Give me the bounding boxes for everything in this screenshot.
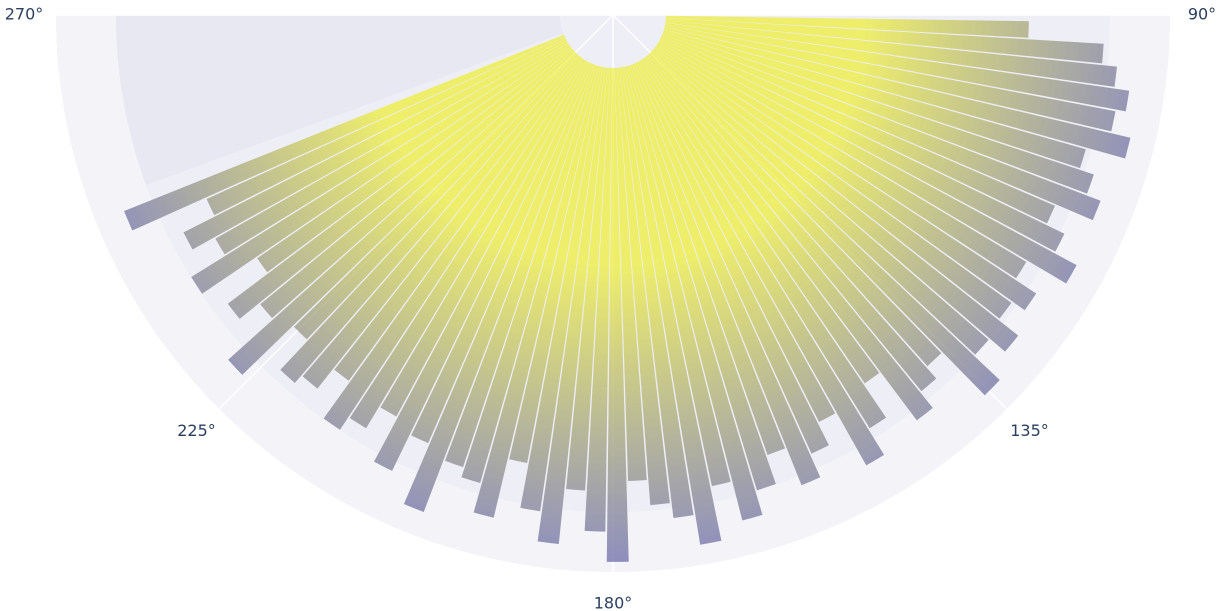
bar: [665, 18, 1104, 64]
bar: [658, 40, 1077, 284]
bar: [640, 58, 887, 429]
bar: [373, 61, 590, 471]
bar: [323, 58, 584, 430]
bar: [650, 51, 1000, 396]
bar: [520, 67, 606, 512]
bar: [509, 66, 604, 464]
bar: [584, 67, 613, 532]
bar: [606, 67, 629, 562]
bar: [664, 27, 1131, 159]
bar: [621, 66, 722, 545]
bar: [665, 22, 1130, 112]
bar: [657, 42, 1027, 279]
bar: [654, 46, 1012, 319]
bar: [302, 55, 581, 389]
bar: [651, 49, 989, 355]
bar: [411, 62, 592, 444]
bar: [659, 38, 1065, 252]
theta-tick-label: 180°: [594, 594, 633, 611]
bar: [630, 64, 786, 455]
bar: [636, 61, 836, 423]
bar: [227, 46, 572, 319]
bar: [648, 53, 942, 367]
bar: [537, 67, 608, 545]
bar: [642, 57, 880, 384]
bar: [644, 56, 933, 421]
bar: [656, 44, 1037, 311]
bar: [566, 67, 610, 491]
bar: [257, 44, 571, 273]
bar: [646, 54, 937, 392]
bar: [380, 60, 588, 417]
bar: [260, 48, 574, 319]
bar: [661, 33, 1101, 221]
bars: [124, 15, 1131, 562]
bar: [124, 34, 565, 231]
bar: [653, 47, 1019, 352]
bar: [461, 65, 599, 483]
bar: [662, 31, 1094, 194]
bar: [665, 15, 1029, 38]
bar: [445, 64, 597, 468]
bar: [614, 67, 647, 482]
bar: [664, 24, 1116, 132]
bar: [206, 36, 566, 216]
bar: [334, 56, 582, 381]
theta-tick-label: 90°: [1188, 5, 1216, 24]
bar: [280, 53, 579, 383]
theta-tick-label: 225°: [177, 421, 216, 440]
bar: [619, 67, 694, 518]
bar: [183, 38, 567, 250]
bar: [228, 50, 575, 375]
bar: [349, 59, 586, 429]
bar: [665, 20, 1117, 87]
bar: [473, 66, 601, 518]
bar: [626, 65, 763, 521]
bar: [660, 36, 1055, 224]
bar: [663, 29, 1086, 169]
bar: [293, 52, 577, 340]
bar: [628, 65, 776, 491]
labels: 270° 225° 180° 135° 90°: [5, 5, 1216, 611]
bar: [632, 63, 821, 486]
bar: [617, 67, 670, 506]
bar: [191, 42, 570, 294]
theta-tick-label: 135°: [1010, 421, 1049, 440]
theta-tick-label: 270°: [5, 5, 44, 24]
bar: [634, 62, 829, 454]
bar: [623, 66, 731, 487]
bar: [403, 63, 595, 512]
bar: [215, 40, 568, 255]
bar: [638, 60, 885, 466]
